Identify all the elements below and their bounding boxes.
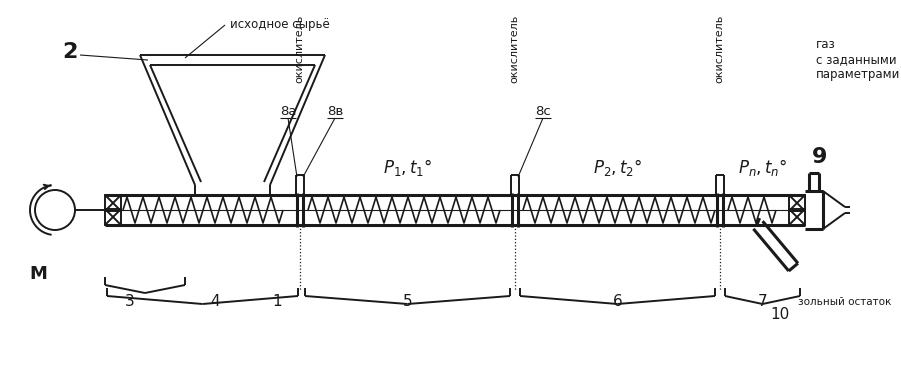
Text: исходное сырьё: исходное сырьё (230, 18, 330, 31)
Text: 5: 5 (403, 294, 413, 309)
Text: газ
с заданными
параметрами: газ с заданными параметрами (815, 38, 900, 81)
Text: $\mathit{P}_2,\mathit{t}_2°$: $\mathit{P}_2,\mathit{t}_2°$ (593, 157, 642, 178)
Text: $\mathit{P}_1,\mathit{t}_1°$: $\mathit{P}_1,\mathit{t}_1°$ (383, 157, 432, 178)
Text: 3: 3 (125, 294, 135, 309)
Bar (105, 195, 121, 211)
Text: окислитель: окислитель (509, 15, 519, 83)
Bar (105, 209, 121, 225)
Text: зольный остаток: зольный остаток (798, 297, 891, 307)
Bar (789, 209, 805, 225)
Text: 10: 10 (770, 307, 789, 322)
Text: 9: 9 (813, 147, 828, 167)
Text: 1: 1 (272, 294, 282, 309)
Text: 8с: 8с (535, 105, 551, 118)
Text: 8а: 8а (279, 105, 296, 118)
Text: 7: 7 (758, 294, 768, 309)
Text: 6: 6 (613, 294, 623, 309)
Text: М: М (29, 265, 47, 283)
Text: окислитель: окислитель (294, 15, 304, 83)
Text: 4: 4 (210, 294, 220, 309)
Text: 8в: 8в (327, 105, 343, 118)
Text: окислитель: окислитель (714, 15, 724, 83)
Text: $\mathit{P}_n,\mathit{t}_n°$: $\mathit{P}_n,\mathit{t}_n°$ (738, 157, 787, 178)
Bar (789, 195, 805, 211)
Text: 2: 2 (62, 42, 77, 62)
